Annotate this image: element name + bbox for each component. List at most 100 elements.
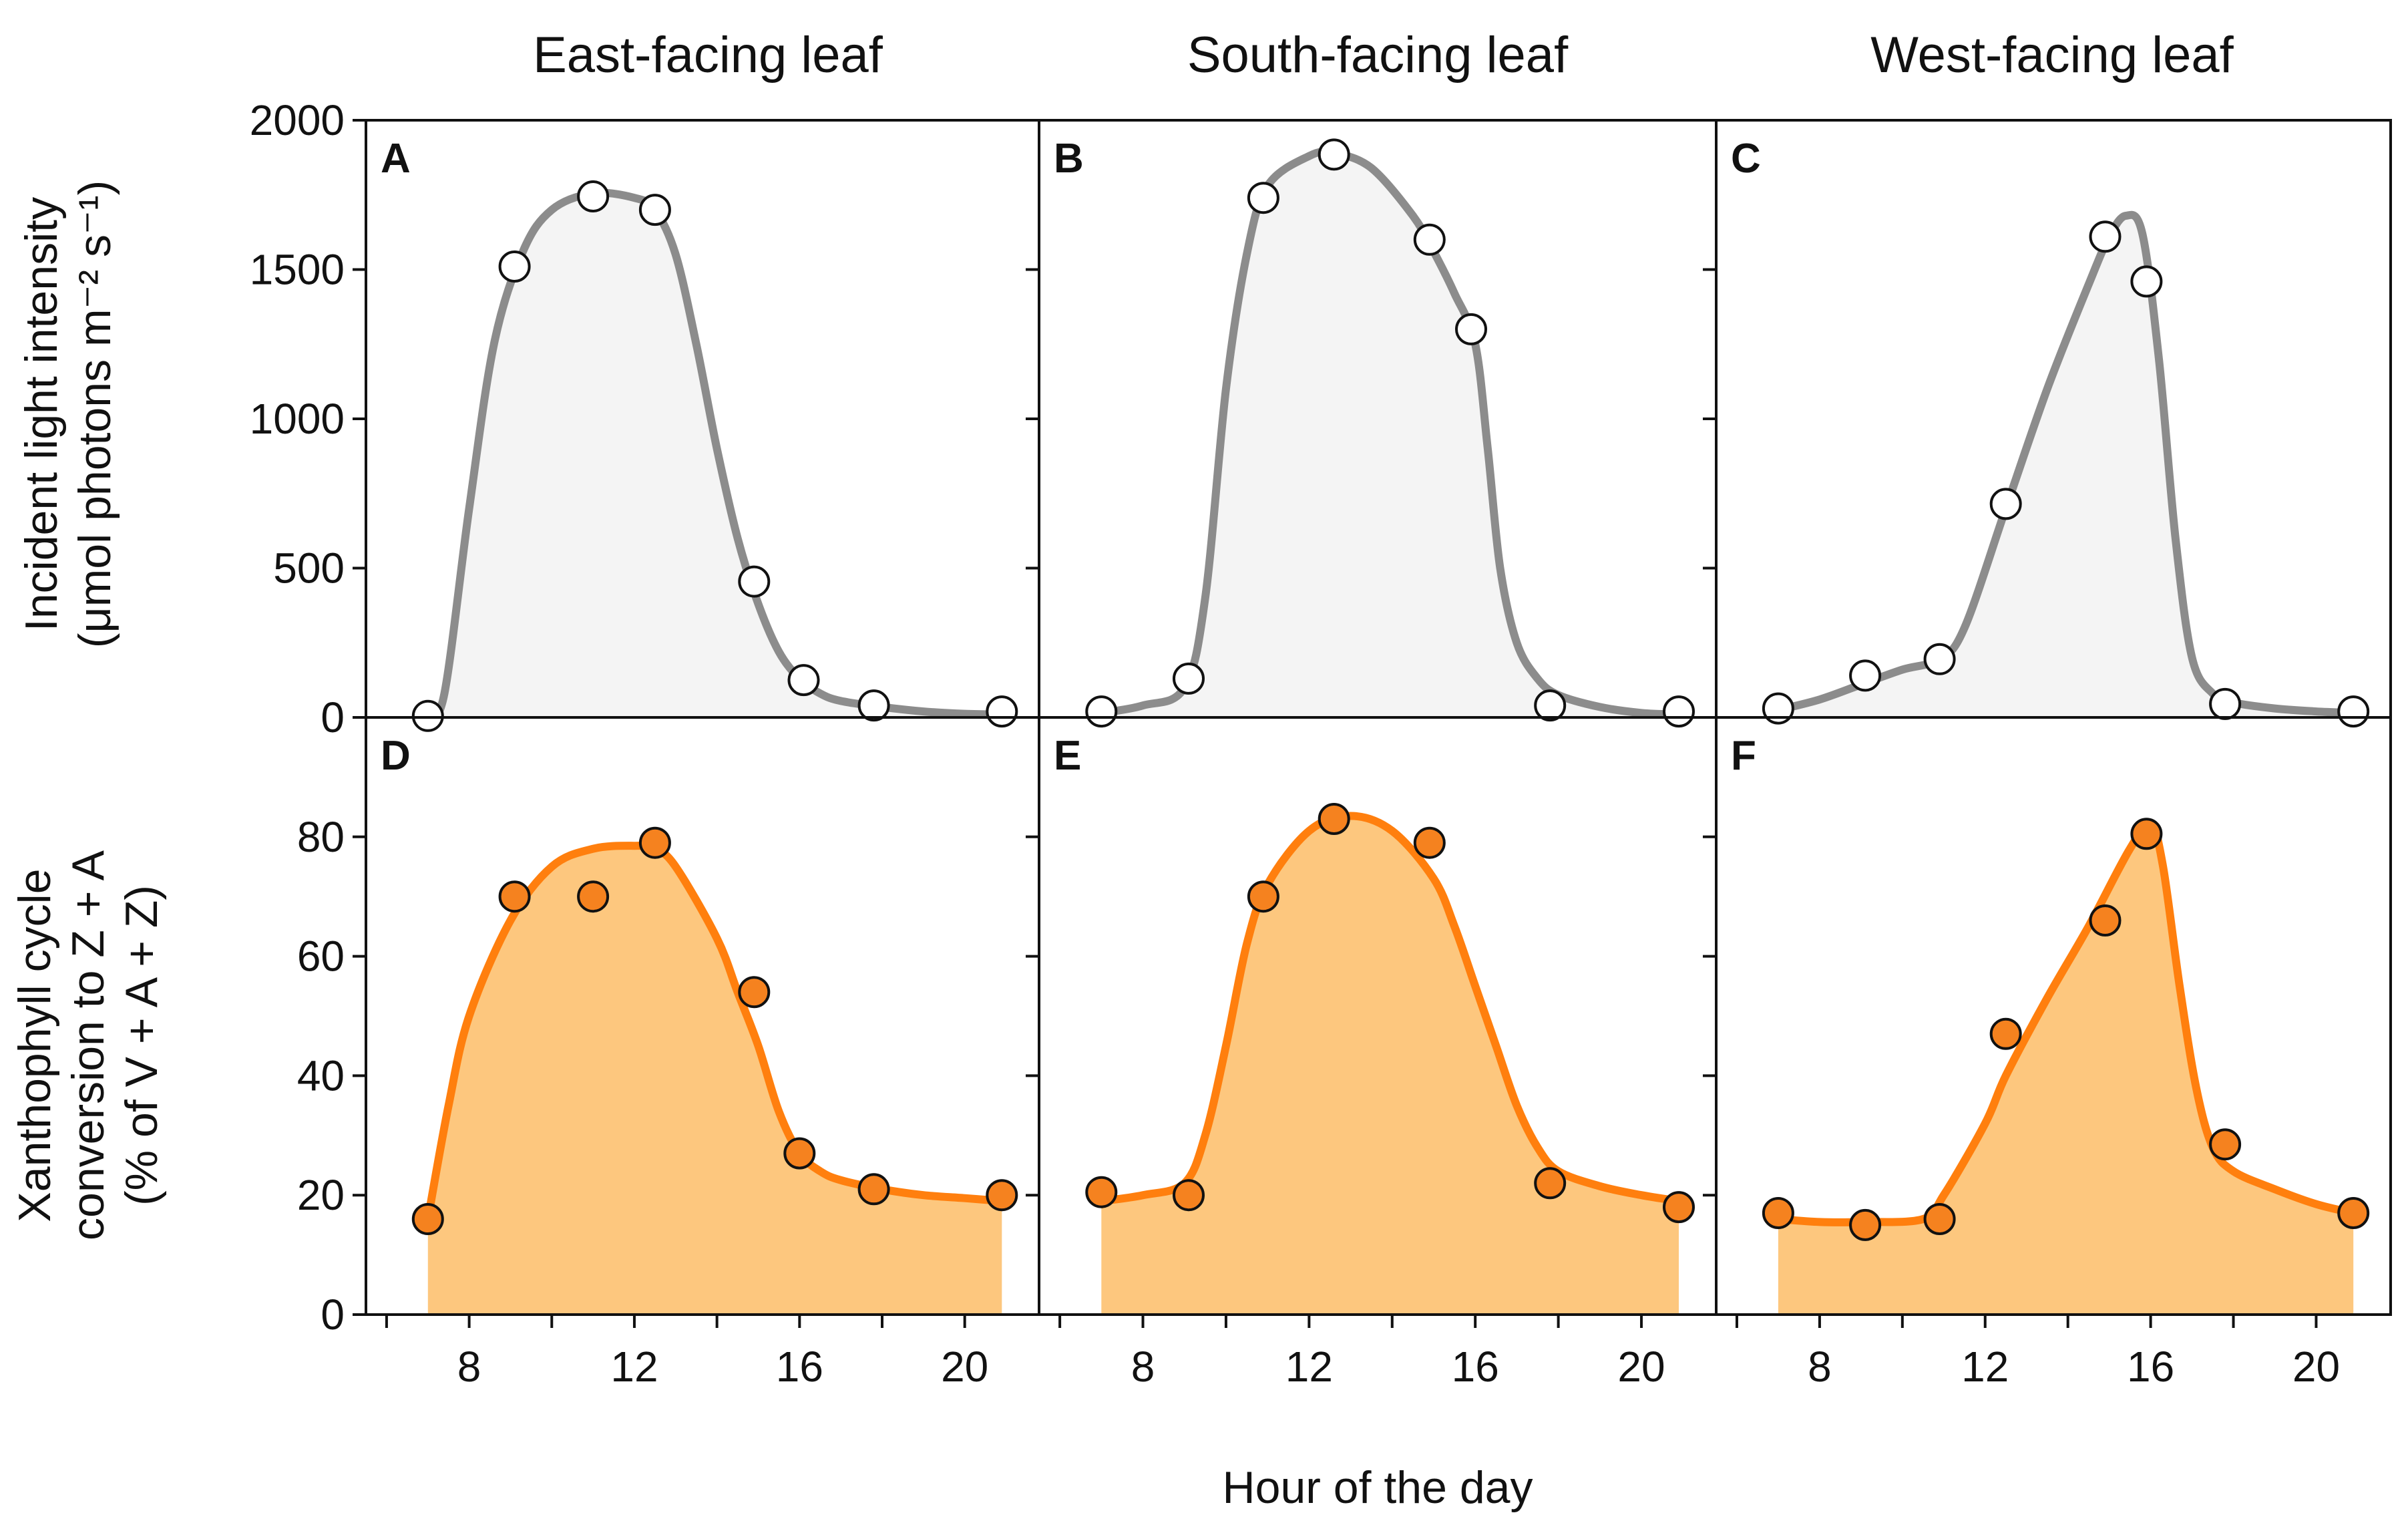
panel-b: B — [1038, 119, 1718, 728]
data-point — [1318, 803, 1350, 835]
y-tick-label: 0 — [321, 693, 345, 741]
data-point — [1247, 182, 1279, 214]
y-tick-label: 500 — [273, 544, 345, 592]
panel-c: C — [1715, 119, 2392, 728]
data-point — [1762, 692, 1794, 725]
x-tick-label: 12 — [610, 1343, 658, 1391]
data-point — [2089, 220, 2122, 253]
area-fill-b — [1101, 152, 1679, 717]
panel-letter-a: A — [381, 136, 411, 182]
data-point — [2209, 687, 2242, 720]
y-axis-title-xanthophyll: Xanthophyll cycle conversion to Z + A (%… — [9, 850, 167, 1240]
data-point — [1762, 1197, 1794, 1229]
x-tick-label: 16 — [776, 1343, 823, 1391]
data-point — [498, 250, 531, 283]
fitted-curve-a — [423, 188, 1006, 721]
data-point — [1663, 695, 1695, 728]
data-point — [2209, 1128, 2242, 1161]
x-tick-label: 8 — [1808, 1343, 1832, 1391]
data-point — [498, 880, 531, 913]
x-axis-title: Hour of the day — [1223, 1462, 1533, 1513]
y-tick-label: 60 — [297, 932, 345, 981]
data-point — [2337, 695, 2370, 728]
area-fill-d — [427, 846, 1002, 1315]
y-axis-title-xanthophyll-line-3: (% of V + A + Z) — [116, 885, 167, 1206]
data-point — [1455, 313, 1487, 345]
column-title-west: West-facing leaf — [1870, 27, 2234, 83]
fitted-curve-e — [1097, 812, 1683, 1206]
data-point — [638, 826, 671, 859]
panel-letter-f: F — [1731, 733, 1756, 779]
fitted-curve-d — [423, 842, 1006, 1223]
column-titles: East-facing leaf South-facing leaf West-… — [533, 27, 2234, 83]
data-point — [986, 1179, 1018, 1212]
data-point — [1534, 689, 1567, 722]
y-tick-label: 20 — [297, 1171, 345, 1219]
y-tick-label: 40 — [297, 1051, 345, 1099]
data-point — [577, 880, 610, 913]
panel-f: F — [1715, 716, 2392, 1316]
x-tick-label: 8 — [457, 1343, 481, 1391]
data-point — [411, 699, 444, 732]
data-point — [1173, 662, 1205, 695]
fitted-curve-b — [1097, 148, 1683, 719]
y-tick-label: 80 — [297, 813, 345, 861]
y-axis-title-xanthophyll-line-1: Xanthophyll cycle — [9, 868, 60, 1222]
panel-e: E — [1038, 716, 1718, 1316]
data-point — [2337, 1197, 2370, 1229]
data-point — [738, 976, 771, 1009]
data-point — [1534, 1167, 1567, 1200]
data-point — [1318, 138, 1350, 171]
x-tick-label: 20 — [941, 1343, 988, 1391]
area-fill-f — [1778, 824, 2354, 1315]
data-point — [638, 194, 671, 226]
column-title-south: South-facing leaf — [1187, 27, 1569, 83]
column-title-east: East-facing leaf — [533, 27, 883, 83]
y-tick-label: 0 — [321, 1291, 345, 1339]
panels: A B C D E F — [365, 119, 2392, 1316]
data-point — [1085, 695, 1118, 728]
panel-a: A — [365, 119, 1040, 732]
data-point — [1989, 1017, 2022, 1050]
data-point — [1173, 1179, 1205, 1212]
data-point — [2130, 818, 2163, 850]
data-point — [1849, 659, 1882, 692]
data-point — [2089, 904, 2122, 937]
y-axis-title-light: Incident light intensity (μmol photons m… — [16, 180, 120, 648]
panel-frame-f — [1715, 716, 2392, 1316]
data-point — [738, 565, 771, 598]
x-tick-label: 20 — [2292, 1343, 2340, 1391]
x-tick-label: 8 — [1131, 1343, 1155, 1391]
data-point — [783, 1137, 816, 1170]
x-axis-ticks: 8 12 16 20 8 12 16 20 8 12 16 20 — [385, 1315, 2340, 1391]
data-point — [986, 695, 1018, 728]
y-axis-title-light-line-2: (μmol photons m⁻² s⁻¹) — [69, 180, 120, 648]
y-tick-label: 1500 — [250, 246, 345, 294]
data-point — [577, 180, 610, 212]
y-tick-label: 2000 — [250, 96, 345, 144]
x-tick-label: 20 — [1617, 1343, 1665, 1391]
x-tick-label: 16 — [2127, 1343, 2174, 1391]
data-point — [1989, 488, 2022, 520]
x-tick-label: 12 — [1961, 1343, 2009, 1391]
data-point — [1923, 643, 1956, 675]
panel-letter-d: D — [381, 733, 411, 779]
data-point — [1849, 1208, 1882, 1241]
area-fill-e — [1101, 816, 1679, 1315]
panel-letter-b: B — [1054, 136, 1084, 182]
data-point — [1663, 1191, 1695, 1224]
y-axis-title-light-line-1: Incident light intensity — [16, 197, 67, 631]
panel-d: D — [365, 716, 1040, 1316]
panel-letter-c: C — [1731, 136, 1761, 182]
data-point — [787, 664, 820, 697]
data-point — [1085, 1176, 1118, 1208]
data-point — [857, 1173, 890, 1206]
data-point — [1247, 880, 1279, 913]
data-point — [1413, 826, 1446, 859]
area-fill-c — [1778, 214, 2354, 717]
x-tick-label: 16 — [1452, 1343, 1499, 1391]
data-point — [857, 689, 890, 722]
panel-letter-e: E — [1054, 733, 1081, 779]
y-axis-title-xanthophyll-line-2: conversion to Z + A — [63, 850, 114, 1240]
